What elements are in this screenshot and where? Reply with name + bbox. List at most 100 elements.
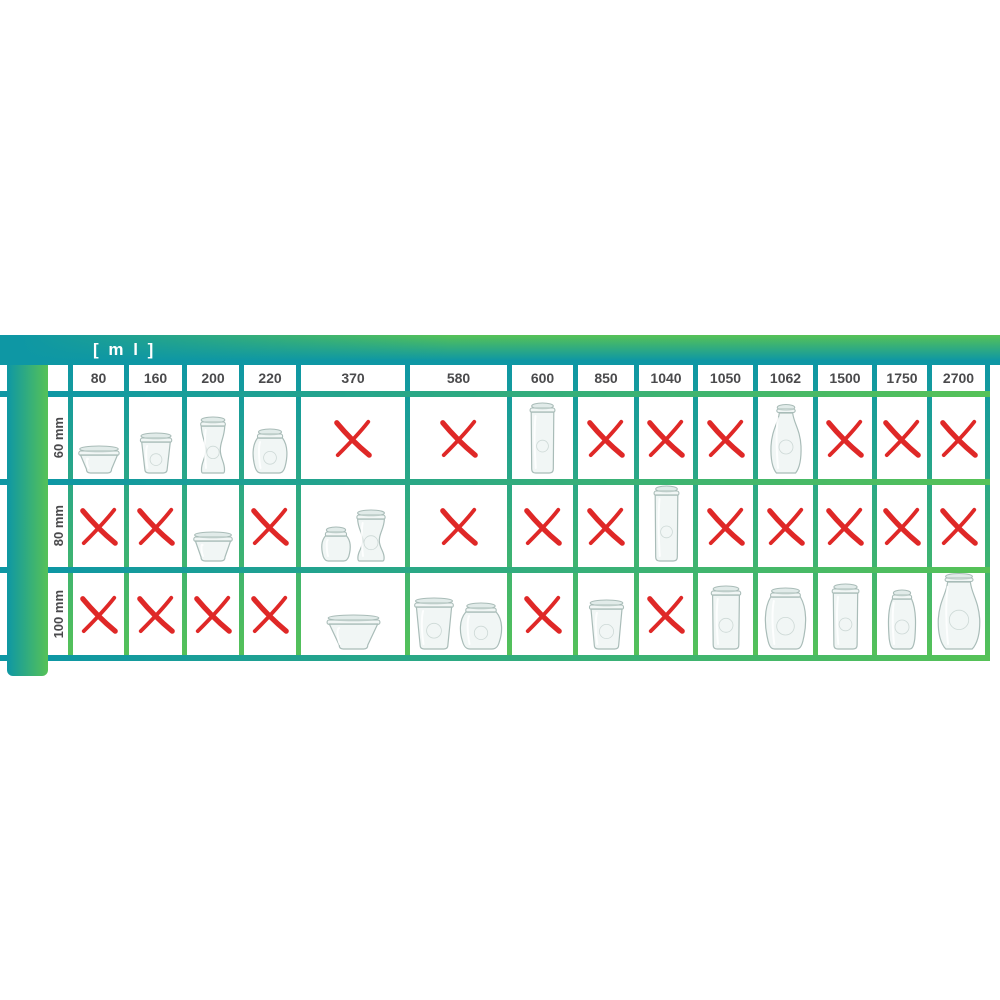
cell-available-60mm-160ml xyxy=(129,397,182,479)
x-mark-icon xyxy=(939,419,978,458)
x-mark-icon xyxy=(79,595,118,634)
mold-jar-image xyxy=(139,432,172,474)
cell-unavailable-60mm-1500ml xyxy=(818,397,872,479)
bottle-jar-image xyxy=(769,403,802,474)
x-mark-icon xyxy=(251,595,289,634)
x-mark-icon xyxy=(334,419,372,458)
x-mark-icon xyxy=(587,419,625,458)
x-mark-icon xyxy=(194,595,232,634)
cell-unavailable-100mm-80ml xyxy=(73,573,124,655)
bottle-large-jar-image xyxy=(937,572,980,650)
x-mark-icon xyxy=(706,507,745,546)
unit-label: [ m l ] xyxy=(93,340,156,359)
cell-unavailable-60mm-1750ml xyxy=(877,397,927,479)
cell-available-60mm-220ml xyxy=(244,397,296,479)
row-label-100mm: 100 mm xyxy=(48,573,68,655)
cell-unavailable-80mm-850ml xyxy=(578,485,634,567)
cell-available-100mm-580ml xyxy=(410,573,507,655)
cell-available-100mm-1750ml xyxy=(877,573,927,655)
x-mark-icon xyxy=(79,507,118,546)
column-header-160ml: 160 xyxy=(129,365,182,391)
x-mark-icon xyxy=(883,507,921,546)
column-header-80ml: 80 xyxy=(73,365,124,391)
column-header-370ml: 370 xyxy=(301,365,405,391)
cell-unavailable-80mm-1062ml xyxy=(758,485,813,567)
cell-unavailable-80mm-80ml xyxy=(73,485,124,567)
grid-line-tab xyxy=(0,567,7,573)
cell-unavailable-100mm-200ml xyxy=(187,573,239,655)
cell-available-80mm-1040ml xyxy=(639,485,693,567)
cell-unavailable-60mm-1050ml xyxy=(698,397,753,479)
column-header-580ml: 580 xyxy=(410,365,507,391)
grid-line xyxy=(48,479,990,485)
waisted-jar-image xyxy=(355,509,386,562)
x-mark-icon xyxy=(136,595,175,634)
x-mark-icon xyxy=(136,507,175,546)
cell-available-60mm-1062ml xyxy=(758,397,813,479)
mold-jar-image xyxy=(588,599,624,650)
grid-line-tab xyxy=(0,655,7,661)
cell-unavailable-60mm-2700ml xyxy=(932,397,985,479)
mold-jar-image xyxy=(414,597,454,650)
tulip-tall-jar-image xyxy=(887,589,917,650)
column-header-850ml: 850 xyxy=(578,365,634,391)
x-mark-icon xyxy=(647,595,685,634)
cell-unavailable-80mm-160ml xyxy=(129,485,182,567)
x-mark-icon xyxy=(251,507,289,546)
cell-unavailable-60mm-1040ml xyxy=(639,397,693,479)
column-header-600ml: 600 xyxy=(512,365,573,391)
row-label-60mm: 60 mm xyxy=(48,397,68,479)
cell-unavailable-60mm-850ml xyxy=(578,397,634,479)
diameter-axis-bar xyxy=(7,365,48,676)
cell-unavailable-80mm-1050ml xyxy=(698,485,753,567)
column-header-1062ml: 1062 xyxy=(758,365,813,391)
cell-available-80mm-200ml xyxy=(187,485,239,567)
corner-cell xyxy=(48,365,68,391)
x-mark-icon xyxy=(647,419,685,458)
x-mark-icon xyxy=(439,507,478,546)
volume-header-bar: [ m l ] xyxy=(0,335,1000,365)
cell-unavailable-60mm-580ml xyxy=(410,397,507,479)
column-header-220ml: 220 xyxy=(244,365,296,391)
x-mark-icon xyxy=(706,419,745,458)
grid-line xyxy=(48,391,990,397)
grid-line-tab xyxy=(0,479,7,485)
x-mark-icon xyxy=(883,419,921,458)
column-header-1500ml: 1500 xyxy=(818,365,872,391)
cylinder-jar-image xyxy=(653,485,679,562)
cell-unavailable-80mm-1500ml xyxy=(818,485,872,567)
cell-available-100mm-1500ml xyxy=(818,573,872,655)
cell-unavailable-80mm-600ml xyxy=(512,485,573,567)
cell-unavailable-100mm-1040ml xyxy=(639,573,693,655)
cell-available-100mm-1050ml xyxy=(698,573,753,655)
cylinder-jar-image xyxy=(710,585,741,650)
cell-available-100mm-2700ml xyxy=(932,572,985,655)
cell-unavailable-60mm-370ml xyxy=(301,397,405,479)
tulip-jar-image xyxy=(764,587,807,650)
x-mark-icon xyxy=(523,507,562,546)
grid-line xyxy=(48,567,990,573)
cell-available-100mm-1062ml xyxy=(758,573,813,655)
cylinder-jar-image xyxy=(529,402,556,474)
bowl-jar-image xyxy=(326,614,380,650)
cell-unavailable-100mm-160ml xyxy=(129,573,182,655)
grid-line-tab xyxy=(0,391,7,397)
tulip-jar-image xyxy=(459,602,503,650)
cell-unavailable-80mm-580ml xyxy=(410,485,507,567)
cell-available-60mm-80ml xyxy=(73,397,124,479)
cell-available-60mm-600ml xyxy=(512,397,573,479)
cell-available-100mm-850ml xyxy=(578,573,634,655)
x-mark-icon xyxy=(523,595,562,634)
cell-unavailable-80mm-220ml xyxy=(244,485,296,567)
grid-line xyxy=(48,655,990,661)
cell-available-100mm-370ml xyxy=(301,573,405,655)
row-label-text: 100 mm xyxy=(50,589,66,639)
x-mark-icon xyxy=(939,507,978,546)
cell-unavailable-100mm-220ml xyxy=(244,573,296,655)
row-label-80mm: 80 mm xyxy=(48,485,68,567)
column-header-200ml: 200 xyxy=(187,365,239,391)
matrix-grid: 80 160 200 220 370 580 600 850 1040 1050 1062 1500 1… xyxy=(48,365,990,661)
row-label-text: 60 mm xyxy=(50,417,66,459)
column-header-1040ml: 1040 xyxy=(639,365,693,391)
cell-unavailable-80mm-2700ml xyxy=(932,485,985,567)
